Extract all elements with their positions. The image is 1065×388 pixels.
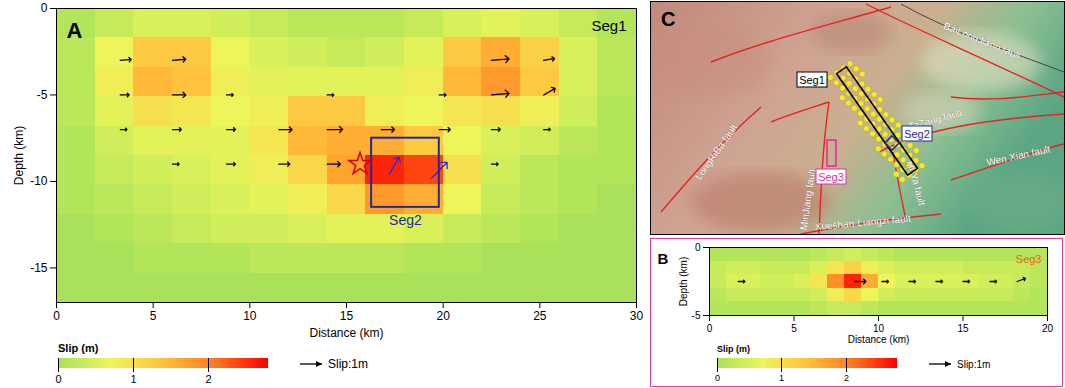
svg-text:Slip:1m: Slip:1m (957, 359, 990, 370)
svg-text:20: 20 (1042, 323, 1054, 334)
svg-text:10: 10 (873, 323, 885, 334)
svg-text:B: B (658, 250, 669, 267)
svg-text:LongRiBa fault: LongRiBa fault (693, 122, 740, 182)
svg-text:1: 1 (779, 373, 784, 383)
svg-text:TaZang fault: TaZang fault (907, 107, 964, 133)
svg-text:5: 5 (150, 309, 157, 323)
svg-text:Slip:1m: Slip:1m (328, 357, 368, 371)
svg-text:Slip (m): Slip (m) (717, 344, 750, 354)
svg-text:Depth (km): Depth (km) (12, 126, 26, 185)
svg-text:0: 0 (707, 323, 713, 334)
svg-text:Seg2: Seg2 (904, 128, 930, 140)
svg-text:0: 0 (695, 242, 701, 253)
svg-text:0: 0 (41, 1, 48, 15)
svg-text:BaiLongJiang fault: BaiLongJiang fault (942, 20, 1023, 61)
svg-text:Seg3: Seg3 (1016, 253, 1042, 265)
svg-text:Seg2: Seg2 (389, 212, 422, 228)
svg-text:-5: -5 (692, 310, 701, 321)
svg-text:15: 15 (957, 323, 969, 334)
svg-text:Xueshan-Liangzi fault: Xueshan-Liangzi fault (814, 213, 911, 232)
svg-text:Wen Xian fault: Wen Xian fault (985, 143, 1051, 167)
svg-text:15: 15 (340, 309, 354, 323)
svg-text:C: C (661, 8, 675, 30)
svg-text:5: 5 (791, 323, 797, 334)
svg-text:0: 0 (53, 309, 60, 323)
svg-text:1: 1 (130, 373, 136, 385)
svg-text:30: 30 (630, 309, 644, 323)
svg-text:25: 25 (533, 309, 547, 323)
svg-text:-15: -15 (30, 261, 48, 275)
svg-text:Distance (km): Distance (km) (848, 334, 910, 345)
svg-text:-10: -10 (30, 174, 48, 188)
svg-text:A: A (67, 18, 83, 43)
svg-text:Seg1: Seg1 (591, 17, 626, 34)
svg-text:0: 0 (715, 373, 720, 383)
svg-text:Seg3: Seg3 (818, 171, 844, 183)
svg-text:Depth (km): Depth (km) (678, 257, 689, 306)
svg-text:MinJiang fault: MinJiang fault (797, 168, 818, 231)
svg-text:HuYa fault: HuYa fault (905, 159, 928, 207)
svg-text:20: 20 (436, 309, 450, 323)
svg-text:Seg1: Seg1 (799, 74, 825, 86)
svg-text:Slip (m): Slip (m) (58, 342, 99, 354)
svg-text:Distance (km): Distance (km) (309, 326, 383, 340)
svg-text:2: 2 (205, 373, 211, 385)
svg-text:2: 2 (844, 373, 849, 383)
svg-text:10: 10 (243, 309, 257, 323)
svg-text:-5: -5 (37, 88, 48, 102)
svg-text:0: 0 (55, 373, 61, 385)
